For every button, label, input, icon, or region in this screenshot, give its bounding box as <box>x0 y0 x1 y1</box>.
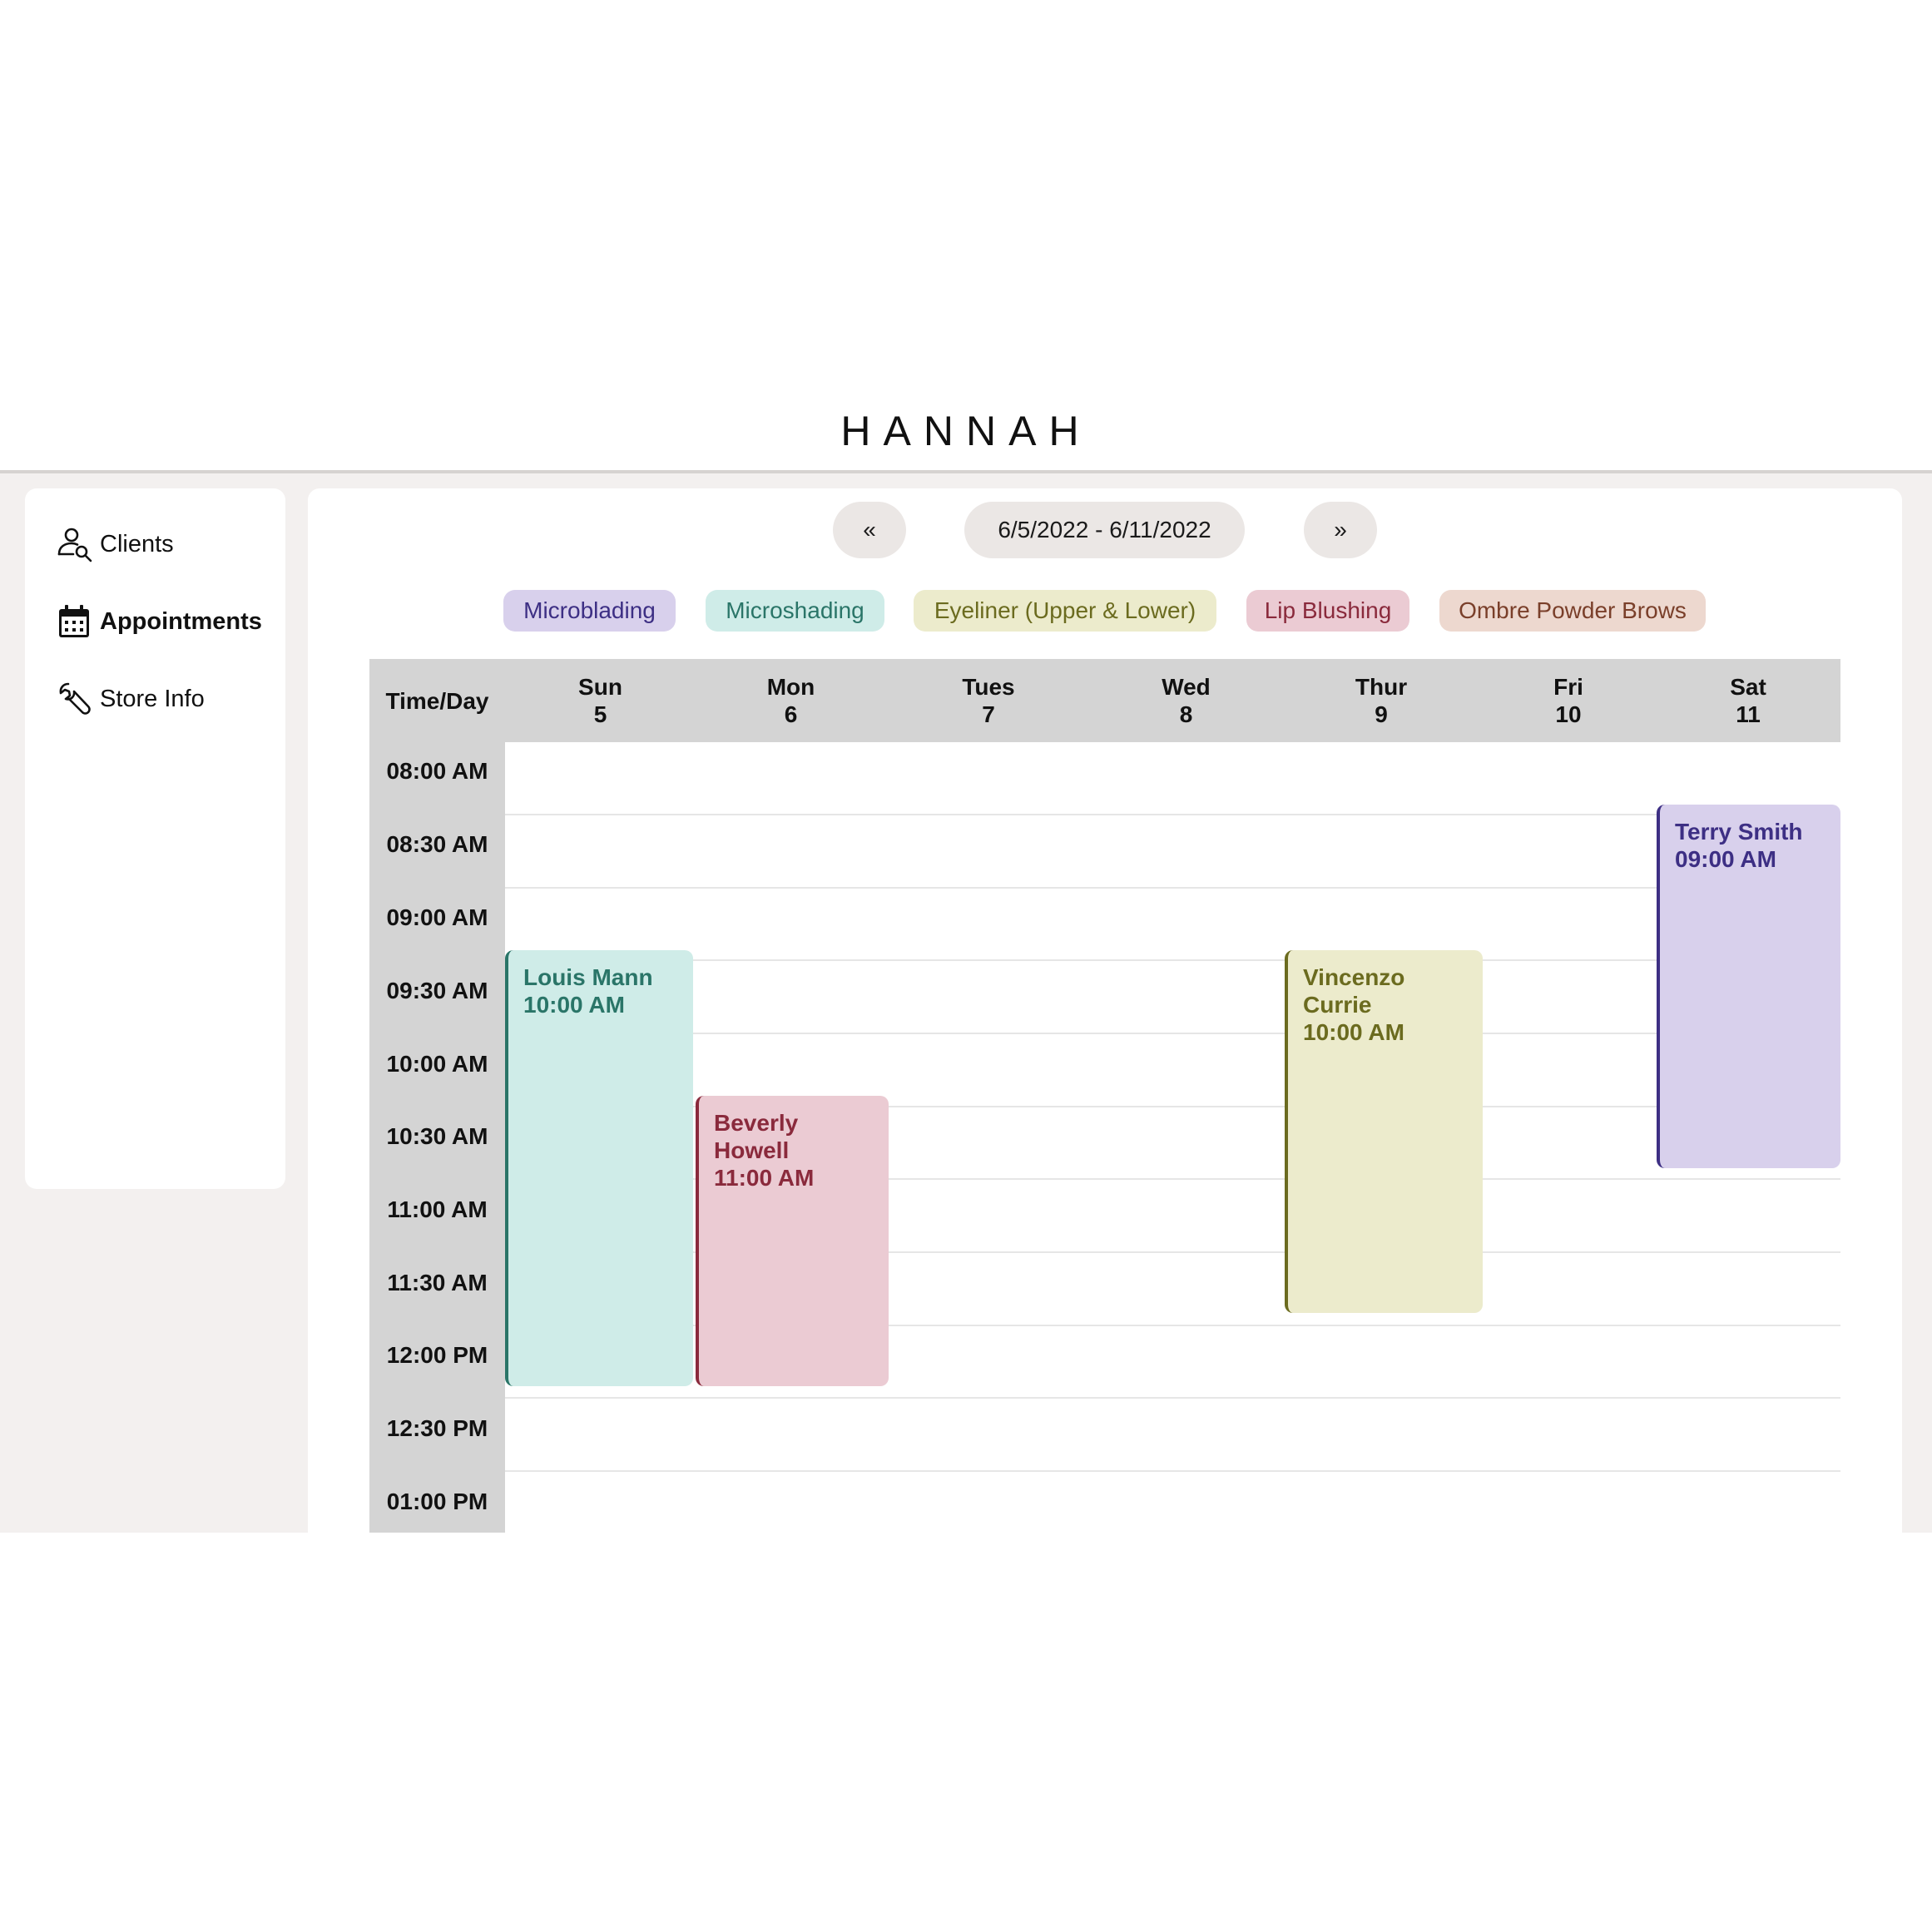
time-label: 10:30 AM <box>386 1123 488 1149</box>
time-label: 11:00 AM <box>387 1196 488 1222</box>
time-label: 09:30 AM <box>386 978 488 1003</box>
time-column <box>369 742 505 1533</box>
calendar-header-row: Time/Day Sun 5 Mon 6 Tues 7 <box>369 659 1840 742</box>
appointment-card[interactable]: Terry Smith 09:00 AM <box>1657 805 1840 1168</box>
calendar-icon <box>57 603 93 640</box>
time-label: 09:00 AM <box>386 904 488 930</box>
day-header: Fri 10 <box>1481 659 1656 742</box>
day-name: Tues <box>962 674 1015 700</box>
legend-eyeliner: Eyeliner (Upper & Lower) <box>914 590 1216 632</box>
time-label: 08:30 AM <box>386 831 488 857</box>
time-label: 12:30 PM <box>386 1415 488 1441</box>
appointment-card[interactable]: Beverly Howell 11:00 AM <box>696 1096 889 1386</box>
day-name: Thur <box>1355 674 1408 700</box>
day-name: Sat <box>1730 674 1766 700</box>
user-search-icon <box>57 526 93 562</box>
day-header: Sun 5 <box>505 659 696 742</box>
time-label: 01:00 PM <box>386 1489 488 1514</box>
row-divider <box>505 1106 1840 1107</box>
legend-ombre-powder-brows: Ombre Powder Brows <box>1439 590 1706 632</box>
appointment-time: 10:00 AM <box>523 992 625 1018</box>
day-header: Sat 11 <box>1656 659 1840 742</box>
row-divider <box>505 1033 1840 1034</box>
appointment-card[interactable]: Vincenzo Currie 10:00 AM <box>1285 950 1483 1313</box>
day-name: Fri <box>1553 674 1583 700</box>
day-date: 7 <box>982 701 995 727</box>
day-header: Wed 8 <box>1091 659 1281 742</box>
week-calendar-grid: Time/Day Sun 5 Mon 6 Tues 7 <box>369 659 1840 1533</box>
day-date: 10 <box>1555 701 1582 727</box>
time-label: 08:00 AM <box>386 758 488 784</box>
time-label: 11:30 AM <box>387 1270 488 1295</box>
next-week-button[interactable]: » <box>1304 502 1377 558</box>
day-date: 6 <box>784 701 798 727</box>
sidebar-item-store-info[interactable]: Store Info <box>57 678 205 720</box>
appointment-time: 10:00 AM <box>1303 1019 1404 1045</box>
row-divider <box>505 959 1840 961</box>
day-date: 8 <box>1179 701 1193 727</box>
sidebar-item-label: Store Info <box>100 685 205 712</box>
row-divider <box>505 887 1840 889</box>
time-day-label: Time/Day <box>385 687 489 714</box>
brand-logo[interactable]: HANNAH <box>840 408 1092 454</box>
day-header: Mon 6 <box>696 659 886 742</box>
row-divider <box>505 1397 1840 1399</box>
sidebar: Clients Appointments <box>25 488 285 1189</box>
day-header: Tues 7 <box>886 659 1091 742</box>
appointment-client: Terry Smith <box>1675 819 1803 845</box>
legend-microshading: Microshading <box>706 590 884 632</box>
legend-microblading: Microblading <box>503 590 676 632</box>
appointment-time: 09:00 AM <box>1675 846 1776 872</box>
sidebar-item-label: Clients <box>100 530 174 557</box>
date-range-button[interactable]: 6/5/2022 - 6/11/2022 <box>964 502 1245 558</box>
time-label: 10:00 AM <box>386 1051 488 1077</box>
sidebar-item-label: Appointments <box>100 607 262 635</box>
day-date: 5 <box>593 701 607 727</box>
appointment-card[interactable]: Louis Mann 10:00 AM <box>505 950 693 1386</box>
time-label: 12:00 PM <box>386 1342 488 1368</box>
row-divider <box>505 1470 1840 1472</box>
appointment-client: Louis Mann <box>523 964 653 990</box>
appointment-client: Beverly Howell <box>714 1110 799 1163</box>
calendar-panel: « 6/5/2022 - 6/11/2022 » Microblading Mi… <box>308 488 1902 1533</box>
row-divider <box>505 1251 1840 1253</box>
top-header: HANNAH <box>0 0 1932 470</box>
sidebar-item-appointments[interactable]: Appointments <box>57 601 262 642</box>
time-day-header: Time/Day <box>369 659 505 742</box>
day-date: 9 <box>1375 701 1388 727</box>
header-divider <box>0 470 1932 473</box>
prev-week-button[interactable]: « <box>833 502 906 558</box>
day-name: Sun <box>578 674 622 700</box>
content-area: Clients Appointments <box>0 473 1932 1533</box>
appointment-time: 11:00 AM <box>714 1165 815 1191</box>
row-divider <box>505 814 1840 815</box>
legend-lip-blushing: Lip Blushing <box>1246 590 1409 632</box>
wrench-icon <box>57 681 93 717</box>
sidebar-item-clients[interactable]: Clients <box>57 523 174 565</box>
appointment-client: Vincenzo Currie <box>1303 964 1405 1018</box>
day-name: Mon <box>766 674 815 700</box>
day-header: Thur 9 <box>1281 659 1481 742</box>
day-date: 11 <box>1736 701 1761 727</box>
row-divider <box>505 1178 1840 1180</box>
day-name: Wed <box>1162 674 1211 700</box>
row-divider <box>505 1325 1840 1326</box>
